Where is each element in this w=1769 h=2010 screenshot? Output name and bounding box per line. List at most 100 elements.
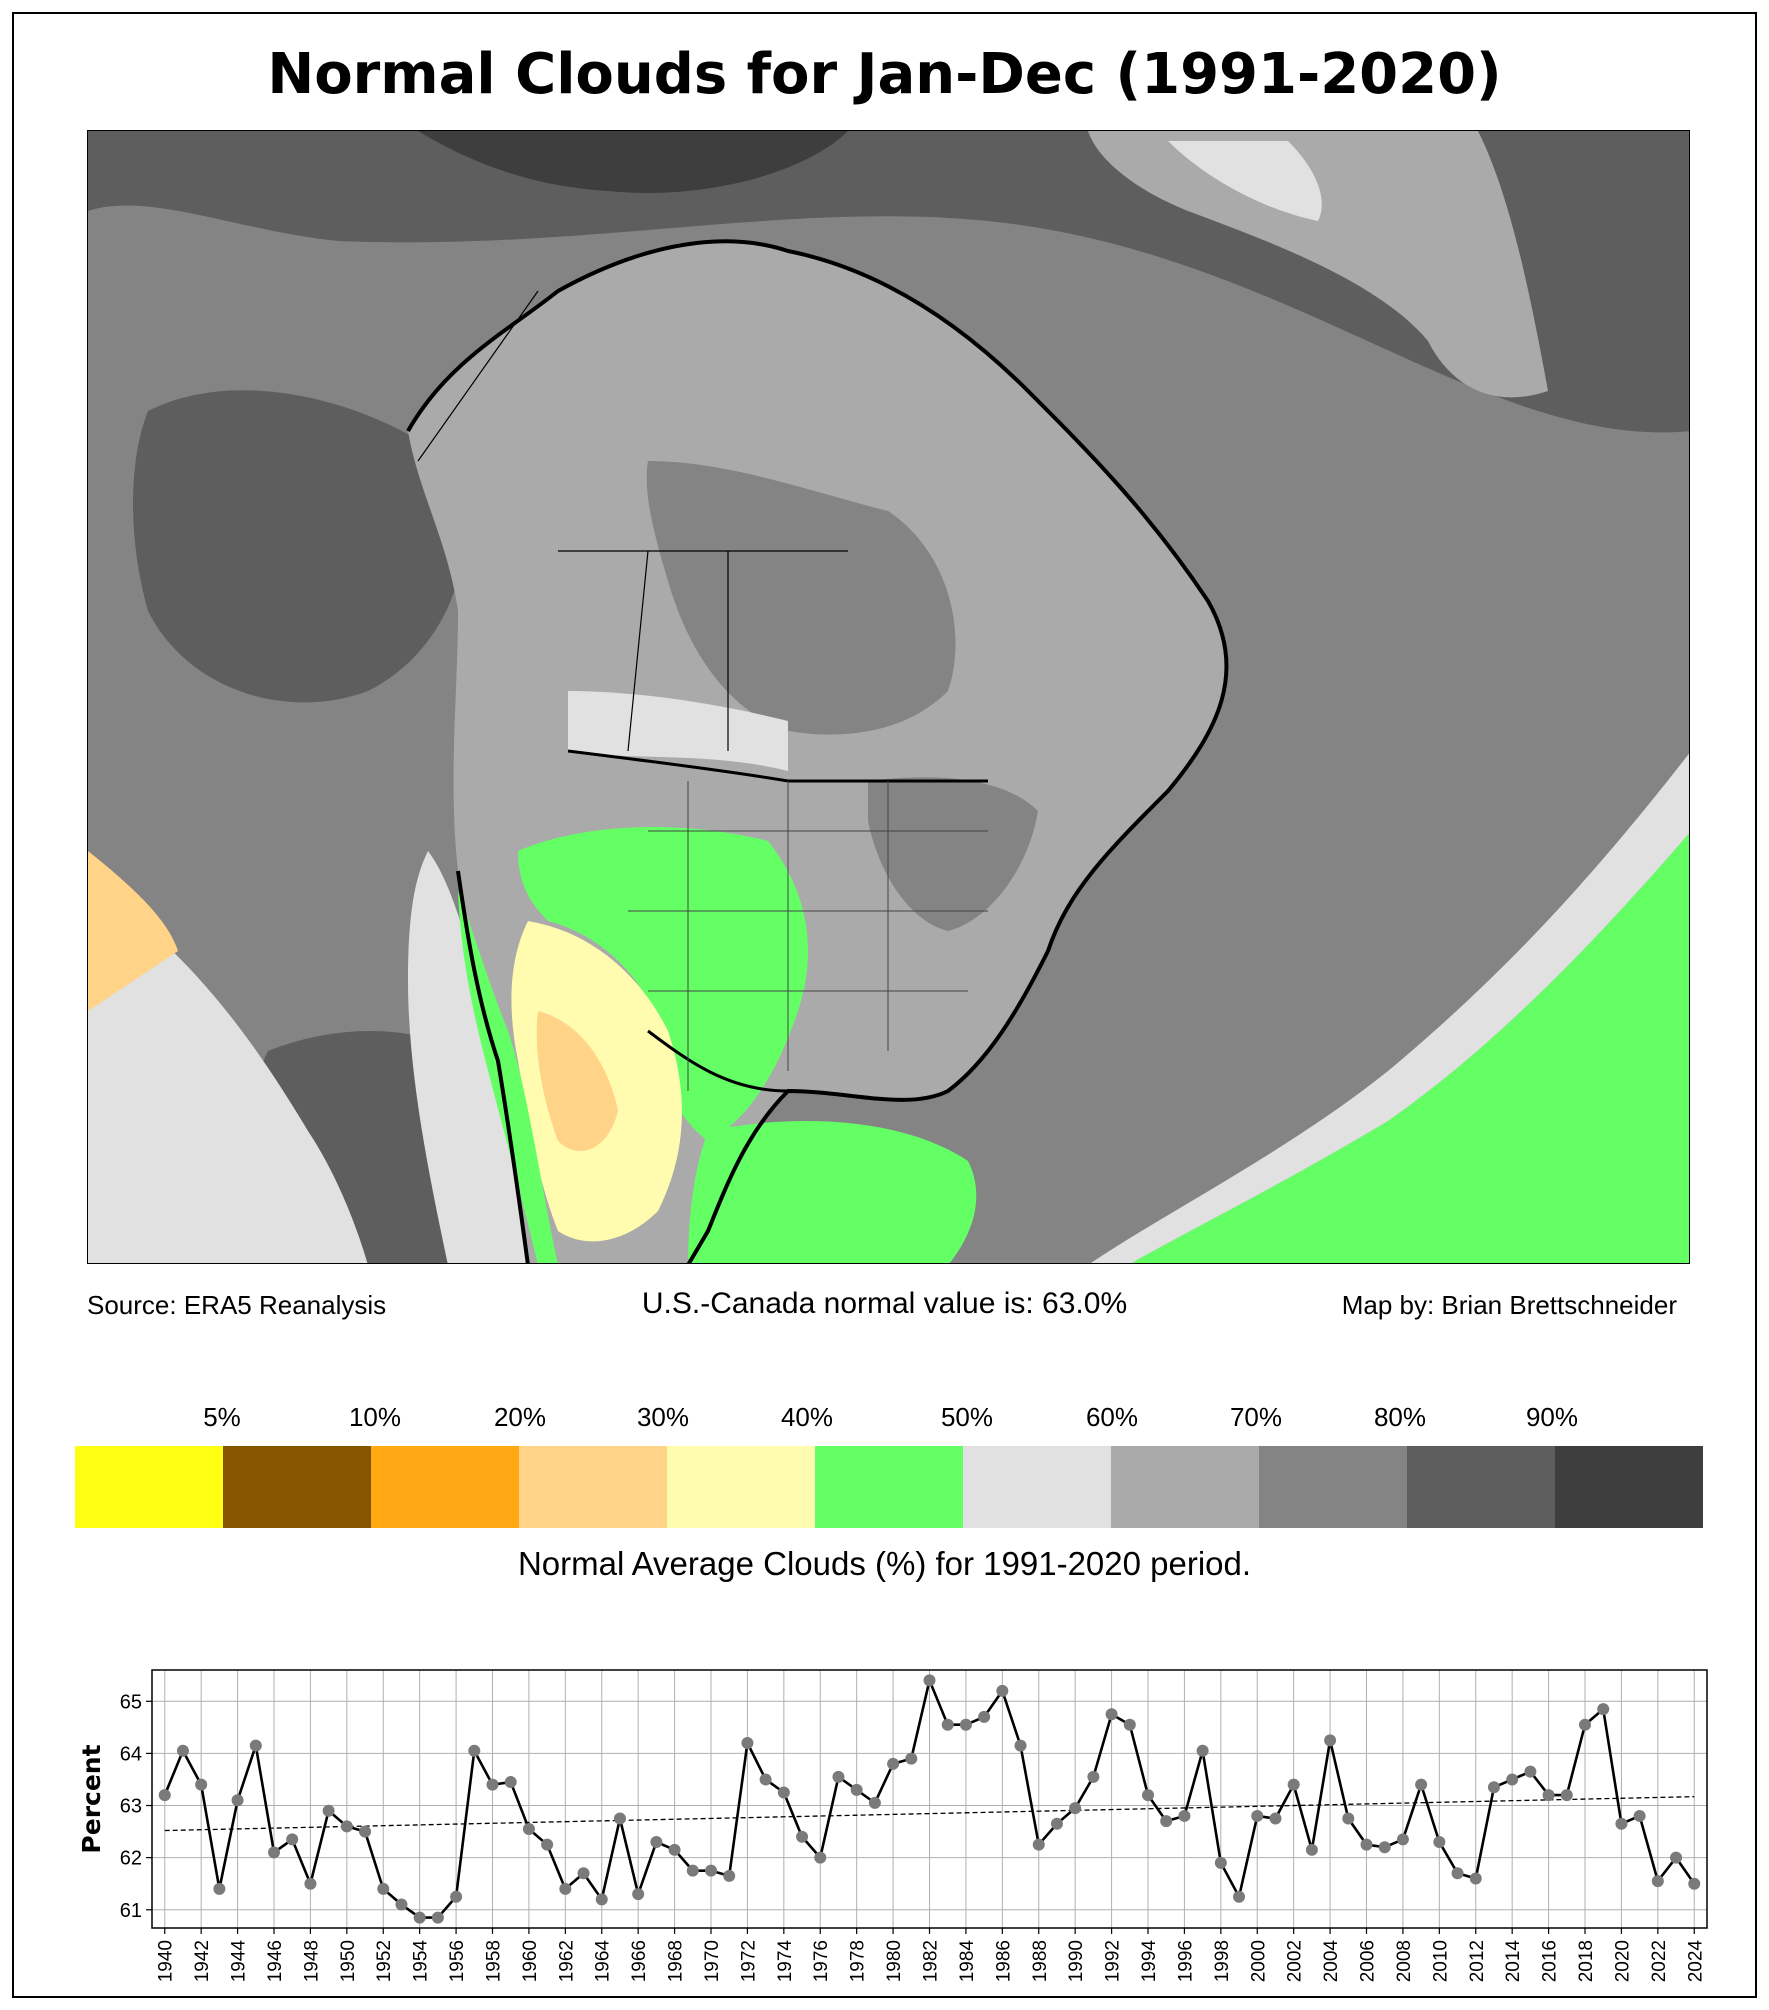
x-tick-label: 2006 xyxy=(1358,1940,1379,1982)
x-tick-label: 2010 xyxy=(1430,1940,1451,1982)
data-point xyxy=(1560,1789,1573,1802)
data-point xyxy=(832,1770,845,1783)
data-point xyxy=(1360,1838,1373,1851)
x-tick-label: 2024 xyxy=(1685,1940,1706,1983)
legend-swatch-3 xyxy=(519,1446,667,1528)
data-point xyxy=(1415,1778,1428,1791)
y-tick-label: 64 xyxy=(120,1743,142,1765)
data-point xyxy=(176,1744,189,1757)
x-tick-label: 1986 xyxy=(993,1940,1014,1982)
x-tick-label: 2008 xyxy=(1394,1940,1415,1982)
x-tick-label: 1946 xyxy=(265,1940,286,1982)
data-point xyxy=(1032,1838,1045,1851)
x-tick-label: 2022 xyxy=(1649,1940,1670,1982)
data-point xyxy=(1087,1770,1100,1783)
figure-frame xyxy=(12,12,1757,1998)
map-pacific-green xyxy=(458,891,558,1263)
x-tick-label: 1968 xyxy=(666,1940,687,1982)
data-point xyxy=(1396,1833,1409,1846)
x-tick-label: 1944 xyxy=(229,1940,250,1983)
data-point xyxy=(1487,1781,1500,1794)
data-point xyxy=(796,1830,809,1843)
data-point xyxy=(1651,1875,1664,1888)
legend-swatch-2 xyxy=(371,1446,519,1528)
x-tick-label: 2020 xyxy=(1612,1940,1633,1982)
x-tick-label: 1954 xyxy=(411,1940,432,1983)
data-point xyxy=(741,1736,754,1749)
x-tick-label: 1996 xyxy=(1175,1940,1196,1982)
data-point xyxy=(1579,1718,1592,1731)
data-point xyxy=(1305,1843,1318,1856)
data-point xyxy=(213,1882,226,1895)
data-point xyxy=(959,1718,972,1731)
data-point xyxy=(1269,1812,1282,1825)
x-tick-label: 1978 xyxy=(848,1940,869,1982)
data-point xyxy=(759,1773,772,1786)
map-canada-interior xyxy=(646,461,956,735)
data-point xyxy=(996,1684,1009,1697)
data-point xyxy=(1542,1789,1555,1802)
page-title: Normal Clouds for Jan-Dec (1991-2020) xyxy=(267,42,1502,107)
data-point xyxy=(431,1911,444,1924)
data-point xyxy=(1105,1708,1118,1721)
legend-label-20: 20% xyxy=(493,1402,547,1432)
legend-swatch-5 xyxy=(815,1446,963,1528)
data-point xyxy=(541,1838,554,1851)
data-point xyxy=(1050,1817,1063,1830)
data-point xyxy=(1324,1734,1337,1747)
map-greenland xyxy=(1088,131,1548,398)
data-point xyxy=(1251,1809,1264,1822)
legend-swatch-7 xyxy=(1111,1446,1259,1528)
data-point xyxy=(1433,1836,1446,1848)
data-point xyxy=(1123,1718,1136,1731)
legend-label-5: 5% xyxy=(203,1402,241,1432)
x-tick-label: 2018 xyxy=(1576,1940,1597,1982)
cloud-map xyxy=(87,130,1690,1264)
x-tick-label: 1964 xyxy=(593,1940,614,1983)
data-point xyxy=(286,1833,299,1846)
legend-title: Normal Average Clouds (%) for 1991-2020 … xyxy=(517,1545,1252,1582)
legend-swatch-9 xyxy=(1407,1446,1555,1528)
data-point xyxy=(1069,1802,1082,1815)
data-point xyxy=(978,1710,991,1723)
source-caption: Source: ERA5 Reanalysis xyxy=(87,1290,387,1320)
data-point xyxy=(1014,1739,1027,1752)
x-tick-label: 2016 xyxy=(1540,1940,1561,1982)
data-point xyxy=(613,1812,626,1825)
x-tick-label: 2002 xyxy=(1285,1940,1306,1982)
data-point xyxy=(413,1911,426,1924)
legend-label-90: 90% xyxy=(1525,1402,1579,1432)
x-tick-label: 1962 xyxy=(556,1940,577,1982)
data-point xyxy=(486,1778,499,1791)
data-point xyxy=(395,1898,408,1911)
data-point xyxy=(1451,1867,1464,1880)
map-coastline xyxy=(406,239,1229,1263)
data-point xyxy=(868,1796,881,1809)
data-point xyxy=(1196,1744,1209,1757)
legend-swatch-10 xyxy=(1555,1446,1703,1528)
map-province-borders xyxy=(417,290,848,752)
x-tick-label: 1948 xyxy=(301,1940,322,1982)
legend-swatch-4 xyxy=(667,1446,815,1528)
legend-swatch-8 xyxy=(1259,1446,1407,1528)
x-tick-label: 1980 xyxy=(884,1940,905,1982)
x-tick-label: 2014 xyxy=(1503,1940,1524,1983)
legend-label-40: 40% xyxy=(780,1402,834,1432)
x-tick-label: 1958 xyxy=(483,1940,504,1982)
data-point xyxy=(1142,1789,1155,1802)
x-tick-label: 2012 xyxy=(1467,1940,1488,1982)
map-arctic-darkest xyxy=(418,131,848,193)
data-point xyxy=(340,1820,353,1833)
data-point xyxy=(1506,1773,1519,1786)
data-point xyxy=(359,1825,372,1838)
y-tick-label: 61 xyxy=(120,1900,142,1922)
legend-swatch-6 xyxy=(963,1446,1111,1528)
normal-value-text: U.S.-Canada normal value is: 63.0% xyxy=(641,1287,1128,1320)
data-point xyxy=(923,1674,936,1687)
data-point xyxy=(522,1822,535,1835)
map-atlantic-green xyxy=(1131,833,1689,1263)
map-prairie-light xyxy=(568,691,788,771)
data-point xyxy=(1378,1841,1391,1854)
legend-label-50: 50% xyxy=(940,1402,994,1432)
y-tick-label: 62 xyxy=(120,1848,142,1870)
